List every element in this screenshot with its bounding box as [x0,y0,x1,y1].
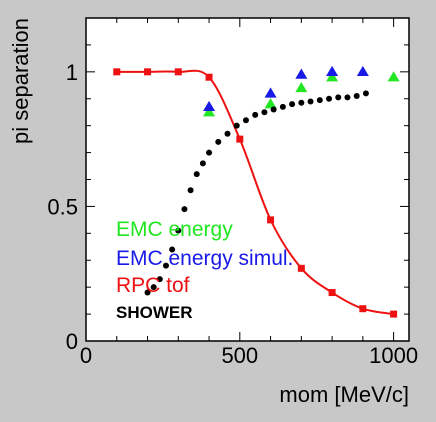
shower-point [279,103,286,110]
emc-energy-simul-point [326,65,339,77]
rpc-tof-point [267,216,275,224]
shower-point [252,111,259,118]
emc-energy-point [387,71,400,82]
shower-point [199,160,206,167]
shower-point [144,289,151,296]
rpc-tof-point [236,135,244,143]
x-tick-label: 1000 [369,343,418,368]
x-axis-label: mom [MeV/c] [279,382,409,407]
shower-point [289,101,296,108]
shower-point [150,284,157,291]
shower-point [307,98,314,105]
shower-point [156,276,163,283]
rpc-tof-point [328,289,336,297]
emc-energy-simul-point [295,68,308,79]
y-tick-label: 0 [66,329,78,354]
shower-point [353,93,360,100]
shower-point [362,90,369,97]
y-axis-label: pi separation [8,18,33,144]
emc-energy-point [326,71,339,82]
rpc-tof-point [113,68,121,76]
emc-energy-simul-point [264,87,277,98]
rpc-tof-point [205,73,213,81]
legend-entry-rpc-tof: RPC tof [116,274,190,297]
ticks-layer: 0 500 1000 0 0.5 1 [47,18,418,368]
shower-point [224,130,231,137]
shower-point [175,227,182,234]
shower-point [270,106,277,113]
series-layer [113,65,400,318]
shower-point [316,97,323,104]
shower-point [233,122,240,129]
rpc-tof-point [390,310,398,318]
rpc-tof-fit-line [116,69,394,316]
legend-entry-emc-energy: EMC energy [116,218,233,241]
rpc-tof-point [297,264,305,272]
x-tick-label: 0 [80,343,92,368]
legend: EMC energy EMC energy simul. RPC tof SHOWER [116,218,293,322]
shower-point [181,206,188,213]
shower-point [335,94,342,101]
emc-energy-point [295,81,308,93]
legend-entry-emc-energy-simul: EMC energy simul. [116,247,293,270]
emc-energy-point [264,98,277,109]
emc-energy-simul-point [356,65,369,77]
y-tick-label: 0.5 [47,194,78,219]
rpc-tof-point [174,68,182,76]
x-tick-label: 500 [221,343,258,368]
legend-entry-shower: SHOWER [116,303,193,322]
rpc-tof-point [359,305,367,313]
shower-point [206,149,213,156]
rpc-tof-point [144,68,152,76]
shower-point [162,262,169,269]
shower-point [215,138,222,145]
shower-point [169,246,176,253]
emc-energy-simul-point [203,100,216,112]
y-tick-label: 1 [66,60,78,85]
shower-point [242,117,249,124]
shower-point [344,94,351,101]
shower-point [261,109,268,116]
shower-point [326,95,333,102]
shower-point [187,187,194,194]
shower-point [298,99,305,106]
shower-point [193,171,200,178]
emc-energy-point [203,106,216,117]
